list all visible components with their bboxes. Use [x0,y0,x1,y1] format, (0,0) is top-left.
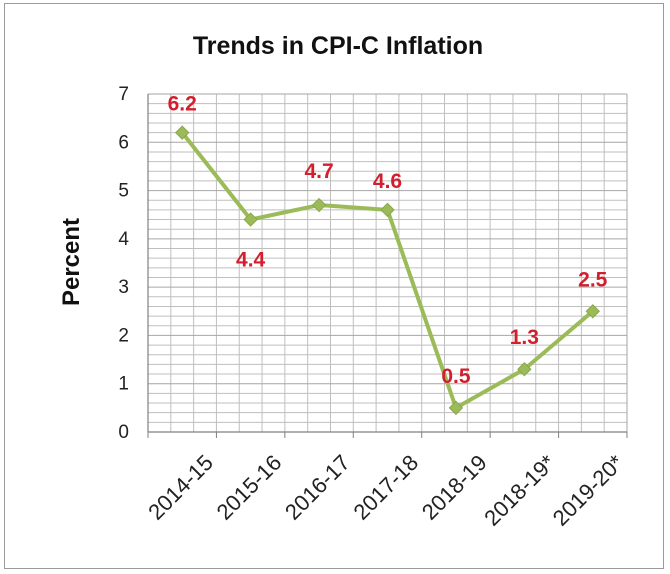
y-tick-label: 2 [118,325,129,346]
data-label: 4.4 [236,249,266,272]
y-tick-label: 7 [118,84,129,105]
chart-title: Trends in CPI-C Inflation [193,32,483,60]
y-tick-label: 5 [118,181,129,202]
y-axis-label: Percent [58,218,85,306]
y-tick-label: 6 [118,132,129,153]
data-label: 0.5 [441,365,471,388]
chart-frame [4,3,664,569]
data-point [175,125,190,140]
x-tick-label: 2017-18 [348,450,423,525]
y-ticks: 0 1 2 3 4 5 6 7 [118,84,129,443]
data-label: 4.6 [373,170,402,193]
y-tick-label: 0 [118,422,129,443]
series-cpi-c [175,125,600,416]
y-tick-label: 4 [118,229,129,250]
data-label: 4.7 [304,160,333,183]
x-tick-label: 2015-16 [212,450,287,525]
data-label: 2.5 [578,268,608,291]
y-tick-label: 3 [118,277,129,298]
data-point [517,362,532,377]
plot-grid [148,93,628,432]
x-tick-label: 2016-17 [280,450,355,525]
x-tick-label: 2018-19* [479,450,560,531]
data-point [243,212,258,227]
data-label: 1.3 [510,326,539,349]
data-point [311,197,327,213]
data-labels: 6.2 4.4 4.7 4.6 0.5 1.3 2.5 [168,93,608,388]
x-ticks: 2014-152015-162016-172017-182018-192018-… [143,450,629,531]
y-tick-label: 1 [118,374,129,395]
data-point [585,304,600,319]
data-point [380,202,395,218]
data-label: 6.2 [168,93,197,116]
x-tick-label: 2019-20* [548,450,629,531]
data-point [448,400,464,416]
x-tick-label: 2014-15 [143,450,218,525]
plot-axes [147,94,628,438]
